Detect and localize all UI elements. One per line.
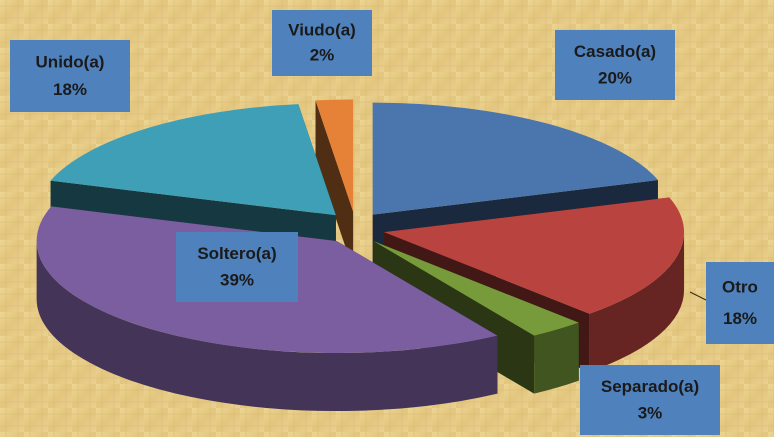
label-value: 2% (310, 46, 335, 65)
data-labels: Casado(a) 20% Otro 18% Separado(a) 3% Soltero(… (10, 10, 774, 435)
label-name: Unido(a) (36, 53, 105, 72)
slice (315, 99, 354, 212)
slice (373, 241, 579, 336)
label-value: 20% (598, 68, 632, 87)
label-name: Viudo(a) (288, 21, 356, 40)
label-box (706, 262, 774, 344)
label-name: Casado(a) (574, 42, 656, 61)
label-box (176, 232, 298, 302)
label-value: 18% (723, 309, 757, 328)
label-value: 3% (638, 403, 663, 422)
label-box (10, 40, 130, 112)
label-value: 18% (53, 80, 87, 99)
label-box (272, 10, 372, 76)
label-name: Otro (722, 278, 758, 297)
slice-side (315, 100, 354, 270)
slice (384, 197, 685, 314)
label-value: 39% (220, 270, 254, 289)
leader-line (689, 291, 707, 301)
label-name: Separado(a) (601, 377, 699, 396)
slice (372, 102, 658, 215)
slice-wall (36, 241, 498, 412)
slice-wall (589, 232, 685, 372)
pie-faces (36, 99, 685, 354)
label-box (580, 365, 720, 435)
slice-wall (534, 322, 579, 394)
slice (50, 104, 336, 216)
label-name: Soltero(a) (197, 244, 276, 263)
label-box (555, 30, 675, 100)
